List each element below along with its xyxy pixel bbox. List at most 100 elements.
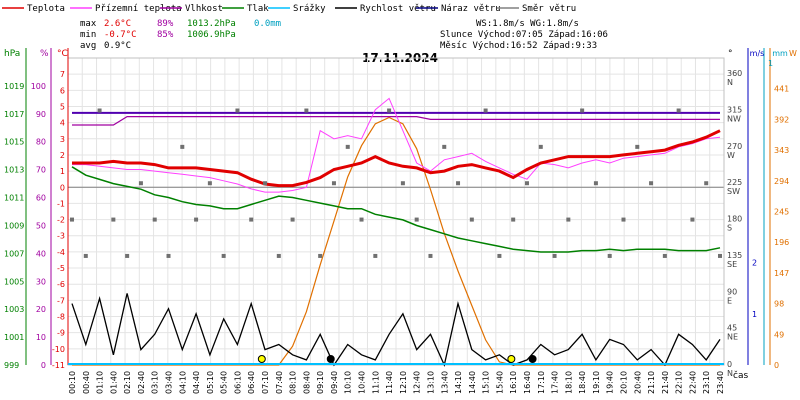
direction-point-25 bbox=[414, 217, 419, 222]
direction-tick-6: 270 bbox=[727, 142, 742, 151]
pressure-tick-8: 1015 bbox=[4, 138, 24, 147]
sun-axis-title: W bbox=[789, 49, 797, 58]
stats-min-label: min bbox=[80, 30, 96, 40]
direction-tick-5: 225 bbox=[727, 178, 742, 187]
direction-point-14 bbox=[263, 181, 268, 186]
humidity-tick-2: 20 bbox=[36, 305, 46, 314]
direction-point-43 bbox=[662, 253, 667, 258]
info-moon: Měsíc Východ:16:52 Západ:9:33 bbox=[440, 41, 597, 51]
temperature-tick-1: -10 bbox=[52, 345, 65, 354]
legend-label-3: Tlak bbox=[247, 4, 269, 14]
x-tick-3: 01:40 bbox=[109, 371, 118, 394]
direction-point-31 bbox=[497, 253, 502, 258]
direction-point-15 bbox=[276, 253, 281, 258]
direction-point-1 bbox=[83, 253, 88, 258]
direction-point-40 bbox=[621, 217, 626, 222]
plot-area bbox=[68, 97, 724, 368]
direction-point-35 bbox=[552, 253, 557, 258]
direction-point-7 bbox=[166, 253, 171, 258]
humidity-tick-8: 80 bbox=[36, 138, 46, 147]
temperature-axis-title: °C bbox=[57, 49, 68, 59]
x-tick-7: 03:40 bbox=[165, 371, 174, 394]
direction-point-8 bbox=[180, 144, 185, 149]
x-tick-44: 22:10 bbox=[675, 371, 684, 394]
sun-tick-8: 392 bbox=[774, 115, 789, 124]
moonset-marker bbox=[326, 355, 335, 363]
direction-point-24 bbox=[400, 181, 405, 186]
compass-tick-0: N bbox=[727, 369, 733, 378]
x-tick-33: 16:40 bbox=[523, 371, 532, 394]
axes: hPa% °C9991001100310051007100910111013101… bbox=[4, 48, 797, 394]
pressure-tick-0: 999 bbox=[4, 361, 19, 370]
series-humidity bbox=[72, 115, 720, 126]
direction-point-36 bbox=[566, 217, 571, 222]
direction-point-34 bbox=[538, 144, 543, 149]
x-tick-18: 09:10 bbox=[316, 371, 325, 394]
direction-point-4 bbox=[125, 253, 130, 258]
direction-point-27 bbox=[442, 144, 447, 149]
direction-point-0 bbox=[70, 217, 74, 222]
x-tick-23: 11:40 bbox=[385, 371, 394, 394]
compass-tick-7: NW bbox=[727, 115, 741, 124]
x-tick-42: 21:10 bbox=[647, 371, 656, 394]
temperature-tick-2: -9 bbox=[57, 329, 65, 338]
temperature-tick-18: 7 bbox=[60, 70, 65, 79]
direction-tick-7: 315 bbox=[727, 106, 742, 115]
humidity-tick-9: 90 bbox=[36, 110, 46, 119]
x-tick-28: 14:10 bbox=[454, 371, 463, 394]
series-pressure bbox=[71, 166, 721, 253]
sunrise-marker bbox=[257, 355, 266, 363]
direction-point-38 bbox=[593, 181, 598, 186]
pressure-tick-1: 1001 bbox=[4, 333, 24, 342]
pressure-tick-9: 1017 bbox=[4, 110, 24, 119]
grid bbox=[67, 57, 725, 366]
humidity-tick-4: 40 bbox=[36, 249, 46, 258]
temperature-tick-14: 3 bbox=[60, 135, 65, 144]
x-tick-29: 14:40 bbox=[468, 371, 477, 394]
direction-point-45 bbox=[690, 217, 695, 222]
series-temperature bbox=[72, 129, 721, 188]
pressure-tick-6: 1011 bbox=[4, 194, 24, 203]
x-tick-26: 13:10 bbox=[426, 371, 435, 394]
compass-tick-1: NE bbox=[727, 333, 738, 342]
direction-point-23 bbox=[387, 108, 392, 113]
sun-tick-9: 441 bbox=[774, 85, 789, 94]
temperature-tick-3: -8 bbox=[57, 313, 65, 322]
x-tick-21: 10:40 bbox=[358, 371, 367, 394]
legend-label-0: Teplota bbox=[27, 4, 65, 14]
humidity-tick-10: 100 bbox=[31, 82, 46, 91]
x-tick-9: 04:40 bbox=[192, 371, 201, 394]
info-panel: WS:1.8m/s WG:1.8m/s Slunce Východ:07:05 … bbox=[440, 19, 608, 51]
x-tick-17: 08:40 bbox=[302, 371, 311, 394]
direction-point-16 bbox=[290, 217, 295, 222]
compass-tick-8: N bbox=[727, 78, 733, 87]
rain-tick-0: 1 bbox=[768, 59, 773, 68]
x-axis-label: čas bbox=[733, 370, 748, 381]
humidity-tick-1: 10 bbox=[36, 333, 46, 342]
direction-point-10 bbox=[207, 181, 212, 186]
humidity-tick-3: 30 bbox=[36, 277, 46, 286]
temperature-tick-11: 0 bbox=[60, 183, 65, 192]
direction-point-3 bbox=[111, 217, 116, 222]
stats-max-label: max bbox=[80, 19, 97, 29]
temperature-tick-12: 1 bbox=[60, 167, 65, 176]
temperature-tick-15: 4 bbox=[60, 119, 65, 128]
humidity-tick-5: 50 bbox=[36, 221, 46, 230]
temperature-tick-4: -7 bbox=[57, 296, 65, 305]
pressure-tick-7: 1013 bbox=[4, 166, 24, 175]
direction-tick-4: 180 bbox=[727, 215, 742, 224]
temperature-tick-13: 2 bbox=[60, 151, 65, 160]
legend-label-4: Srážky bbox=[293, 4, 326, 14]
direction-point-39 bbox=[607, 253, 612, 258]
sun-tick-1: 49 bbox=[774, 330, 784, 339]
x-tick-15: 07:40 bbox=[275, 371, 284, 394]
x-tick-32: 16:10 bbox=[509, 371, 518, 394]
temperature-tick-9: -2 bbox=[57, 216, 65, 225]
x-tick-41: 20:40 bbox=[633, 371, 642, 394]
x-tick-36: 18:10 bbox=[564, 371, 573, 394]
x-tick-24: 12:10 bbox=[399, 371, 408, 394]
direction-point-12 bbox=[235, 108, 240, 113]
wind-tick-1: 2 bbox=[752, 259, 757, 268]
pressure-tick-5: 1009 bbox=[4, 221, 24, 230]
temperature-tick-5: -6 bbox=[57, 280, 65, 289]
